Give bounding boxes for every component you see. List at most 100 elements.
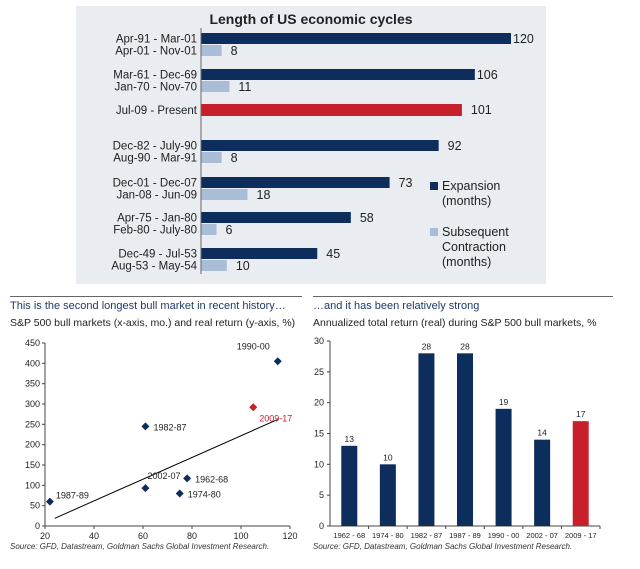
x-tick-label: 80 [187,531,197,541]
contraction-label: Jan-70 - Nov-70 [115,82,197,94]
returns-rule [313,296,613,297]
legend-label-contraction: (months) [442,255,491,269]
y-tick-label: 200 [25,440,40,450]
bar-value-label: 13 [345,434,355,444]
scatter-subtitle: S&P 500 bull markets (x-axis, mo.) and r… [10,317,296,329]
legend-label-contraction: Subsequent [442,225,509,239]
y-tick-label: 5 [319,490,324,500]
contraction-value-label: 18 [257,188,271,202]
expansion-label: Apr-75 - Jan-80 [117,213,197,225]
x-tick-label: 40 [89,531,99,541]
expansion-label: Mar-61 - Dec-69 [113,70,197,82]
contraction-label: Feb-80 - July-80 [113,225,197,237]
x-tick-label: 20 [40,531,50,541]
y-tick-label: 0 [319,521,324,531]
return-bar [341,445,358,526]
expansion-bar [201,212,351,223]
scatter-point [249,403,258,412]
y-tick-label: 15 [314,429,324,439]
x-category-label: 1990 - 00 [488,531,520,540]
x-category-label: 2002 - 07 [526,531,558,540]
chart-title: Length of US economic cycles [209,11,413,27]
x-category-label: 1982 - 87 [411,531,443,540]
x-tick-label: 120 [282,531,297,541]
contraction-label: Jan-08 - Jun-09 [116,190,197,202]
point-label: 1982-87 [153,422,186,432]
expansion-bar [201,69,475,80]
bar-value-label: 28 [460,341,470,351]
scatter-point [141,484,150,493]
y-tick-label: 0 [35,521,40,531]
y-tick-label: 400 [25,358,40,368]
trend-line [54,418,278,519]
economic-cycles-chart: Length of US economic cycles Apr-91 - Ma… [76,6,546,284]
x-tick-label: 60 [138,531,148,541]
point-label: 2009-17 [259,413,292,423]
expansion-value-label: 58 [360,211,374,225]
point-label: 1974-80 [188,489,221,499]
scatter-rule [10,296,302,297]
bar-value-label: 14 [537,428,547,438]
scatter-source: Source: GFD, Datastream, Goldman Sachs G… [10,542,270,551]
expansion-value-label: 120 [513,32,534,46]
x-category-label: 1974 - 80 [372,531,404,540]
contraction-label: Aug-53 - May-54 [111,261,197,273]
scatter-point [175,489,184,498]
return-bar [572,421,589,526]
scatter-point [183,474,192,483]
y-tick-label: 100 [25,480,40,490]
legend-label-expansion: (months) [442,194,491,208]
contraction-value-label: 8 [231,151,238,165]
current-expansion-bar [201,104,462,116]
expansion-value-label: 101 [471,103,492,117]
contraction-bar [201,152,222,163]
cycles-bar-plot: Apr-91 - Mar-01 120 Apr-01 - Nov-01 8 Mar-61… [111,28,534,274]
x-category-label: 2009 - 17 [565,531,597,540]
contraction-label: Apr-01 - Nov-01 [115,46,197,58]
contraction-value-label: 8 [231,44,238,58]
expansion-bar [201,140,439,151]
x-tick-label: 100 [233,531,248,541]
point-label: 2002-07 [147,471,180,481]
contraction-bar [201,45,222,56]
y-tick-label: 50 [30,501,40,511]
expansion-value-label: 92 [448,139,462,153]
return-bar [457,353,473,526]
legend-swatch-expansion [430,182,438,190]
return-bar [534,439,551,526]
bar-value-label: 19 [499,397,509,407]
expansion-value-label: 73 [399,176,413,190]
legend-swatch-contraction [430,228,438,236]
contraction-bar [201,81,230,92]
return-bar [379,464,396,526]
expansion-label: Jul-09 - Present [116,105,198,117]
expansion-value-label: 106 [477,68,498,82]
scatter-point [273,357,282,366]
y-tick-label: 20 [314,398,324,408]
y-tick-label: 10 [314,459,324,469]
bar-value-label: 28 [422,341,432,351]
contraction-bar [201,224,217,235]
expansion-label: Dec-49 - Jul-53 [118,249,197,261]
scatter-point [45,497,54,506]
scatter-point [141,422,150,431]
contraction-label: Aug-90 - Mar-91 [113,153,197,165]
returns-title: …and it has been relatively strong [313,300,480,312]
returns-subtitle: Annualized total return (real) during S&… [313,317,597,329]
point-label: 1962-68 [195,474,228,484]
contraction-bar [201,260,227,271]
y-tick-label: 300 [25,399,40,409]
y-tick-label: 450 [25,338,40,348]
y-tick-label: 30 [314,336,324,346]
contraction-bar [201,189,248,200]
expansion-label: Apr-91 - Mar-01 [116,34,197,46]
returns-source: Source: GFD, Datastream, Goldman Sachs G… [313,542,573,551]
x-category-label: 1987 - 89 [449,531,481,540]
contraction-value-label: 10 [236,259,250,273]
return-bar [495,408,512,526]
x-category-label: 1962 - 68 [333,531,365,540]
y-tick-label: 350 [25,379,40,389]
contraction-value-label: 11 [238,80,251,94]
y-tick-label: 150 [25,460,40,470]
bar-value-label: 10 [383,452,393,462]
